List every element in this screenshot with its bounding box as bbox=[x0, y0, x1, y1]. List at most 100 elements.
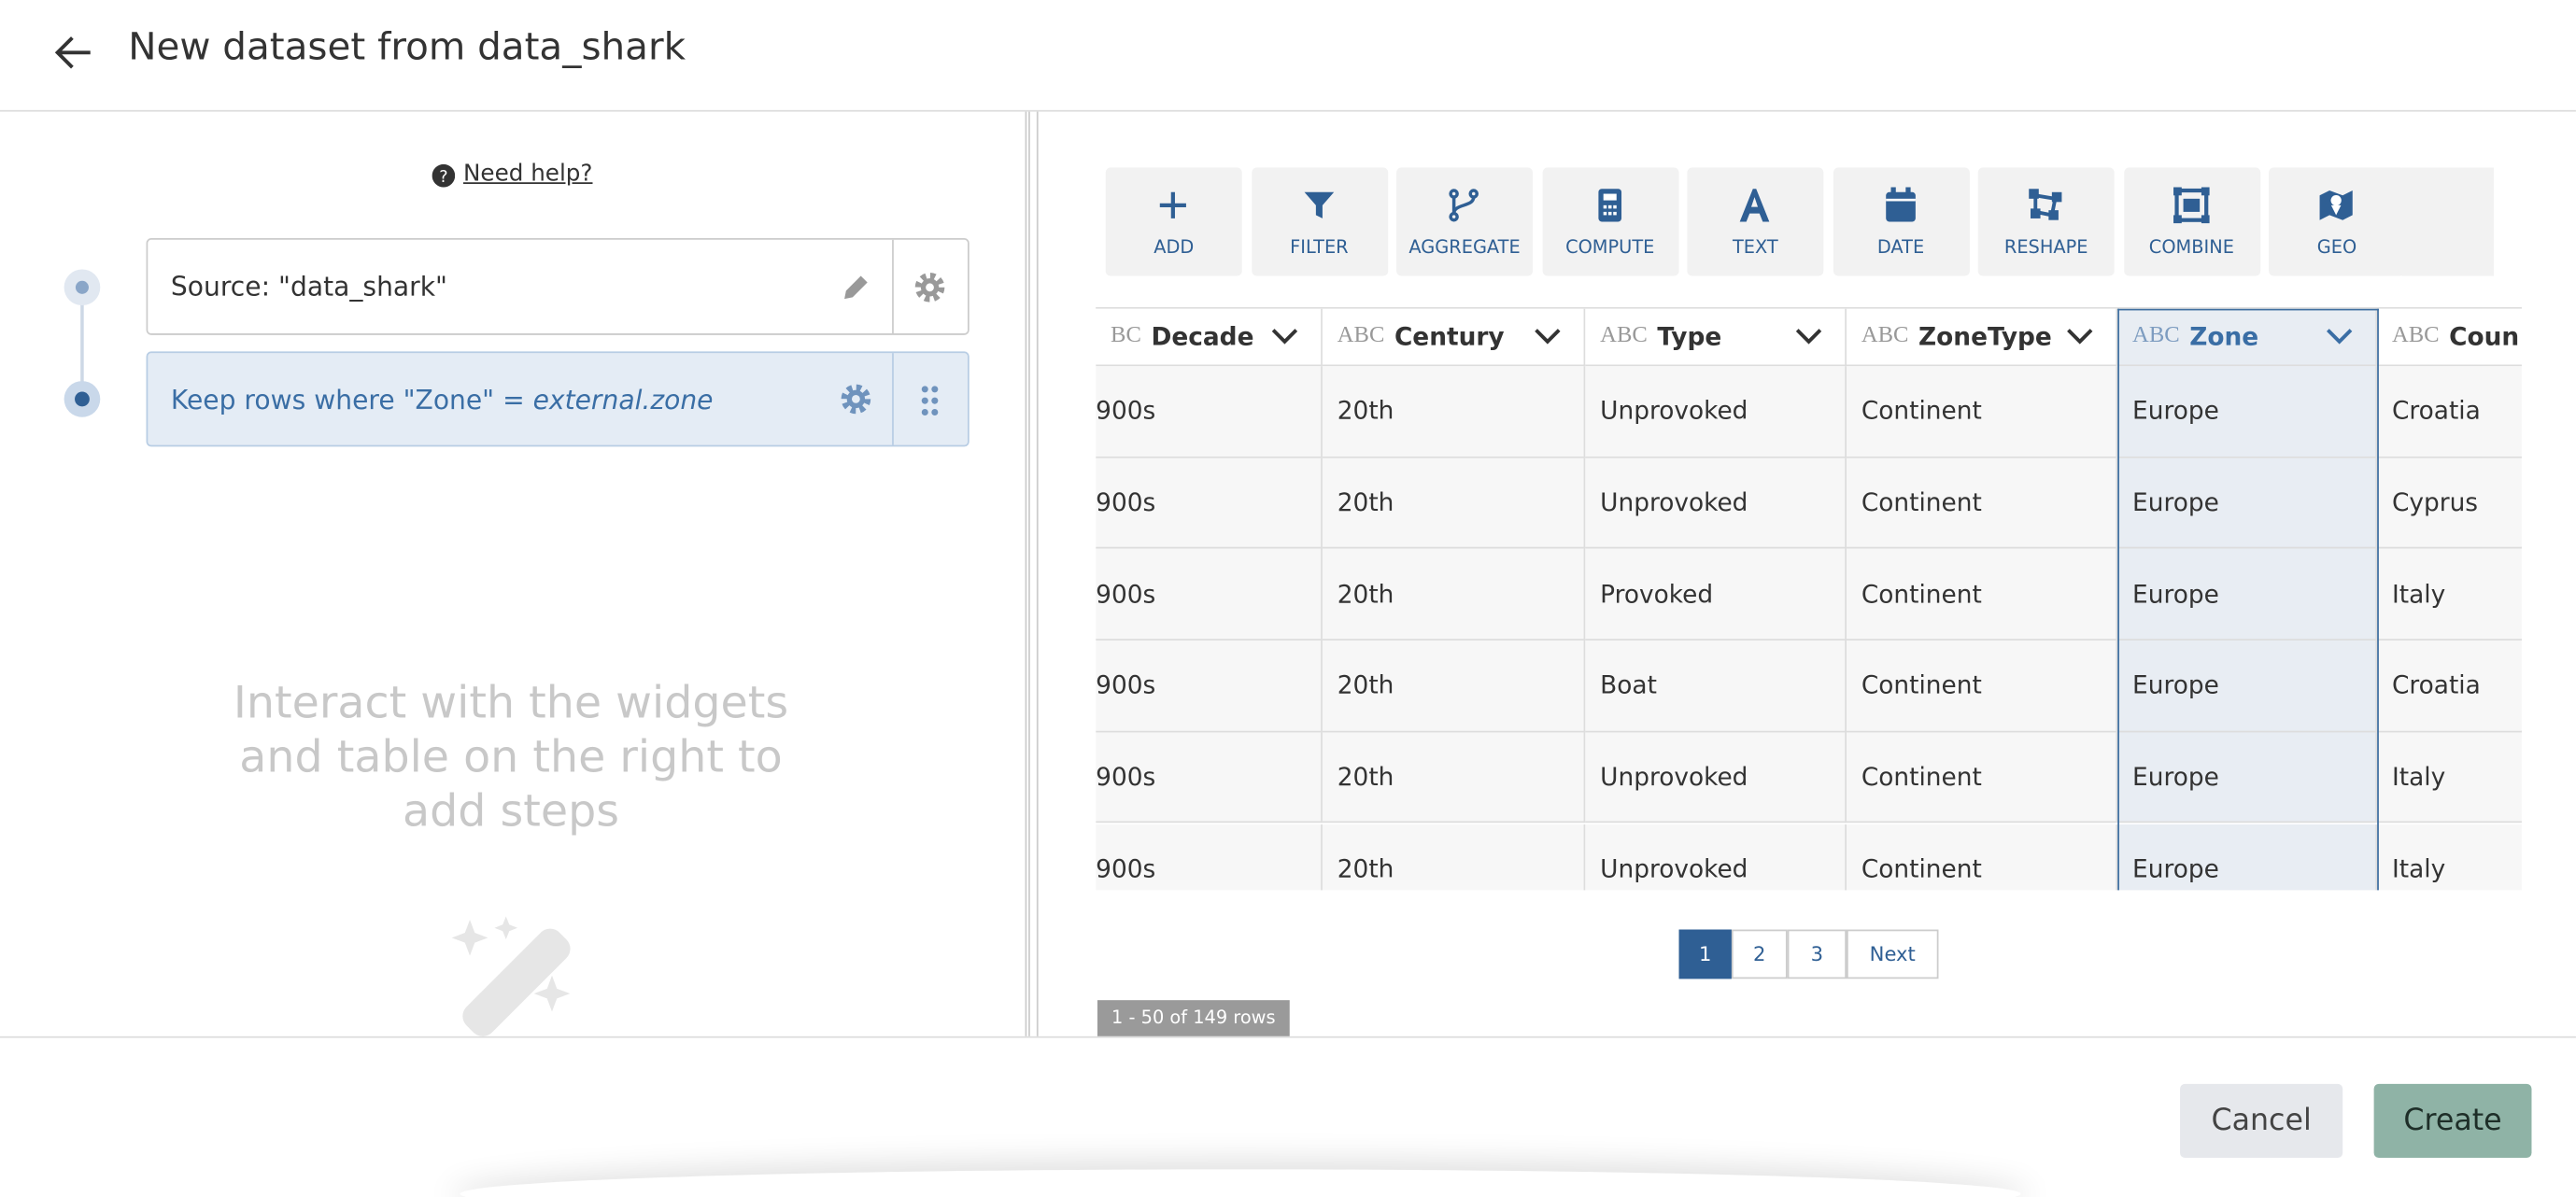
search-button-bg bbox=[2401, 167, 2495, 276]
table-cell: Italy bbox=[2377, 824, 2522, 891]
next-button[interactable]: Next bbox=[1847, 929, 1939, 979]
placeholder-line: Interact with the widgets bbox=[233, 678, 789, 729]
toolbar-button[interactable]: COMPUTE bbox=[1541, 167, 1678, 276]
table-cell: Continent bbox=[1847, 549, 2118, 641]
column-type: ABC bbox=[1600, 323, 1648, 348]
back-button[interactable] bbox=[54, 35, 93, 71]
toolbar-button[interactable]: COMBINE bbox=[2123, 167, 2260, 276]
column-header[interactable]: ABC Century bbox=[1322, 308, 1586, 367]
table-cell: 20th bbox=[1322, 366, 1586, 458]
separator bbox=[892, 239, 894, 334]
step-dot bbox=[64, 269, 101, 306]
toolbar-label: COMBINE bbox=[2148, 236, 2234, 259]
toolbar-label: TEXT bbox=[1732, 236, 1778, 259]
column-menu[interactable] bbox=[1271, 329, 1298, 345]
table-cell: 900s bbox=[1096, 366, 1323, 458]
step-value: external.zone bbox=[532, 384, 714, 416]
toolbar-button[interactable]: TEXT bbox=[1687, 167, 1824, 276]
table-cell: Europe bbox=[2117, 732, 2378, 824]
table-cell: Boat bbox=[1585, 641, 1847, 733]
shadow bbox=[460, 1169, 2020, 1197]
toolbar-icon bbox=[1739, 189, 1770, 222]
table-cell: Provoked bbox=[1585, 549, 1847, 641]
toolbar-button[interactable]: AGGREGATE bbox=[1396, 167, 1534, 276]
splitter[interactable] bbox=[1025, 111, 1030, 1036]
drag-handle[interactable] bbox=[920, 385, 940, 417]
wand-icon bbox=[451, 916, 571, 1036]
toolbar-icon bbox=[1159, 191, 1186, 218]
column-name: Century bbox=[1394, 321, 1505, 352]
toolbar-icon bbox=[1449, 189, 1479, 222]
placeholder-line: and table on the right to bbox=[239, 732, 783, 783]
table-cell: Croatia bbox=[2377, 641, 2522, 733]
table-cell: 20th bbox=[1322, 549, 1586, 641]
splitter-line bbox=[1036, 111, 1039, 1036]
help-icon: ? bbox=[432, 163, 456, 188]
table-cell: Europe bbox=[2117, 641, 2378, 733]
step-label: Source: "data_shark" bbox=[170, 271, 447, 303]
toolbar-label: FILTER bbox=[1290, 236, 1349, 259]
table-cell: Unprovoked bbox=[1585, 458, 1847, 550]
column-type: BC bbox=[1111, 323, 1141, 348]
column-header[interactable]: ABC Type bbox=[1585, 308, 1847, 367]
column-header[interactable]: ABC Coun bbox=[2377, 308, 2522, 367]
column-header[interactable]: BC Decade bbox=[1096, 308, 1323, 367]
step-dot bbox=[64, 381, 101, 417]
toolbar-button[interactable]: DATE bbox=[1833, 167, 1970, 276]
create-button[interactable]: Create bbox=[2373, 1083, 2532, 1159]
toolbar-label: ADD bbox=[1154, 236, 1195, 259]
step-text: Keep rows where "Zone" = bbox=[170, 384, 533, 416]
settings-icon[interactable] bbox=[913, 271, 946, 303]
column-menu[interactable] bbox=[2326, 329, 2353, 345]
toolbar-icon bbox=[1303, 191, 1334, 218]
page-button[interactable]: 1 bbox=[1678, 929, 1732, 979]
table-cell: Europe bbox=[2117, 824, 2378, 891]
column-name: ZoneType bbox=[1918, 321, 2052, 352]
table-cell: 900s bbox=[1096, 732, 1323, 824]
table-cell: Europe bbox=[2117, 366, 2378, 458]
column-menu[interactable] bbox=[1535, 329, 1561, 345]
toolbar-button[interactable]: ADD bbox=[1105, 167, 1242, 276]
table-cell: Unprovoked bbox=[1585, 824, 1847, 891]
table-cell: 900s bbox=[1096, 549, 1323, 641]
toolbar-button[interactable]: FILTER bbox=[1251, 167, 1388, 276]
table-cell: 900s bbox=[1096, 824, 1323, 891]
column-type: ABC bbox=[2391, 323, 2440, 348]
footer-divider bbox=[0, 1035, 2576, 1038]
data-table: BC Decade ABC Century ABC Type ABC ZoneType ABC Z… bbox=[1096, 306, 2522, 891]
page-button[interactable]: 3 bbox=[1787, 929, 1847, 979]
column-header[interactable]: ABC ZoneType bbox=[1847, 308, 2118, 367]
column-header[interactable]: ABC Zone bbox=[2117, 308, 2378, 367]
step[interactable]: Source: "data_shark" bbox=[146, 238, 970, 335]
column-type: ABC bbox=[1861, 323, 1909, 348]
page-button[interactable]: 2 bbox=[1731, 929, 1788, 979]
toolbar-label: GEO bbox=[2316, 236, 2357, 259]
help-link[interactable]: Need help? bbox=[463, 161, 593, 188]
toolbar-button[interactable]: GEO bbox=[2269, 167, 2406, 276]
table-cell: Italy bbox=[2377, 732, 2522, 824]
column-type: ABC bbox=[1337, 323, 1385, 348]
separator bbox=[892, 353, 894, 445]
cancel-button[interactable]: Cancel bbox=[2180, 1083, 2343, 1159]
step[interactable]: Keep rows where "Zone" = external.zone bbox=[146, 351, 970, 447]
toolbar-label: AGGREGATE bbox=[1408, 236, 1521, 259]
table-cell: 900s bbox=[1096, 641, 1323, 733]
toolbar-button[interactable]: RESHAPE bbox=[1977, 167, 2115, 276]
table-cell: 20th bbox=[1322, 824, 1586, 891]
toolbar-icon bbox=[2319, 190, 2353, 220]
settings-icon[interactable] bbox=[840, 383, 872, 415]
column-name: Decade bbox=[1151, 321, 1254, 352]
table-cell: Continent bbox=[1847, 641, 2118, 733]
column-menu[interactable] bbox=[2067, 329, 2093, 345]
toolbar-icon bbox=[2173, 187, 2209, 224]
table-cell: Italy bbox=[2377, 549, 2522, 641]
edit-icon[interactable] bbox=[840, 271, 872, 303]
table-cell: Europe bbox=[2117, 458, 2378, 550]
column-menu[interactable] bbox=[1795, 329, 1822, 345]
column-name: Type bbox=[1657, 321, 1722, 352]
table-cell: Europe bbox=[2117, 549, 2378, 641]
table-cell: 20th bbox=[1322, 641, 1586, 733]
selected-column bbox=[2117, 308, 2379, 891]
